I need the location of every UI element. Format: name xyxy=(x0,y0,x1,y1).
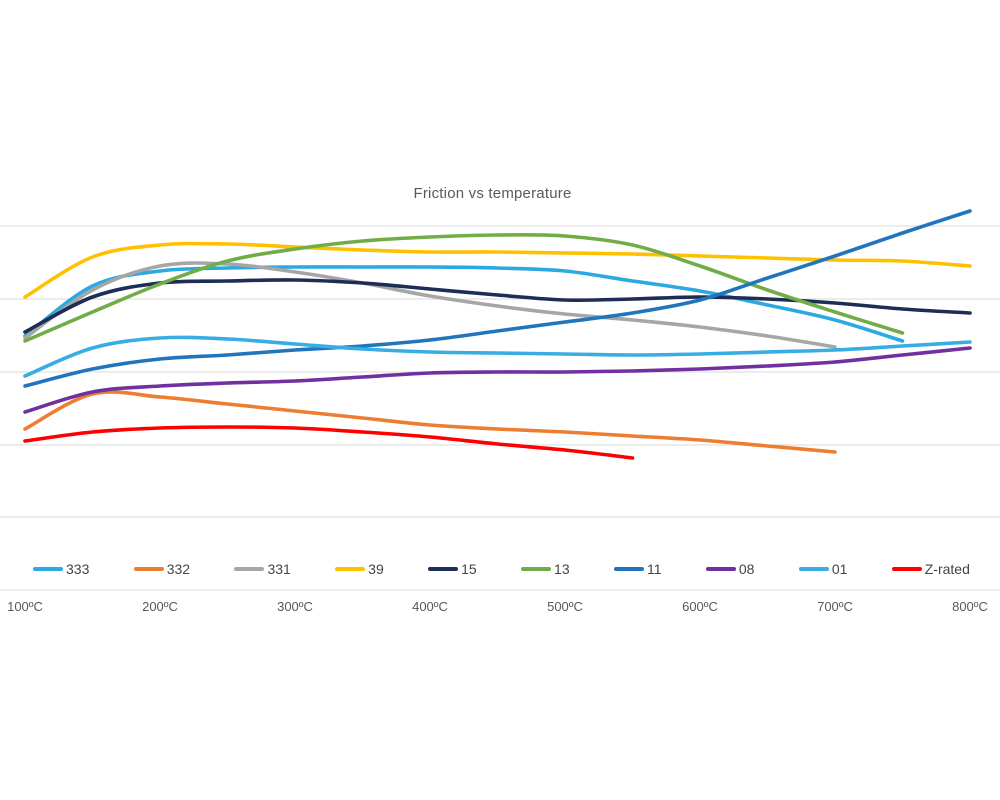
legend-item-39: 39 xyxy=(335,561,384,577)
legend-item-333: 333 xyxy=(33,561,89,577)
x-axis: 100ºC 200ºC 300ºC 400ºC 500ºC 600ºC 700ºC 800ºC xyxy=(0,599,1000,617)
legend-label-333: 333 xyxy=(66,561,90,577)
chart-title: Friction vs temperature xyxy=(413,185,572,202)
legend-label-11: 11 xyxy=(646,561,662,577)
series-line-Z-rated xyxy=(23,425,635,460)
legend-item-01: 01 xyxy=(798,561,848,577)
legend-label-39: 39 xyxy=(368,561,384,577)
x-tick-label-600: 600ºC xyxy=(682,599,718,614)
series-line-39 xyxy=(23,241,972,299)
legend: 333 332 331 39 15 13 11 08 01 Z-rated xyxy=(0,559,1000,579)
legend-label-01: 01 xyxy=(831,561,848,577)
legend-item-13: 13 xyxy=(521,561,570,577)
series-line-332 xyxy=(23,390,837,454)
x-tick-label-400: 400ºC xyxy=(412,599,448,614)
series-line-331 xyxy=(23,261,837,349)
x-tick-label-200: 200ºC xyxy=(142,599,178,614)
x-tick-label-500: 500ºC xyxy=(547,599,583,614)
series-line-11 xyxy=(23,209,972,388)
legend-swatch-08 xyxy=(705,567,736,571)
legend-label-332: 332 xyxy=(166,561,191,577)
plot-area xyxy=(0,209,1000,591)
legend-swatch-332 xyxy=(133,567,164,571)
legend-swatch-13 xyxy=(521,567,552,571)
legend-label-331: 331 xyxy=(267,561,291,577)
legend-label-Z-rated: Z-rated xyxy=(924,561,970,577)
legend-item-Z-rated: Z-rated xyxy=(891,561,970,577)
legend-label-08: 08 xyxy=(738,561,755,577)
legend-label-15: 15 xyxy=(461,561,477,577)
legend-item-15: 15 xyxy=(428,561,477,577)
legend-swatch-15 xyxy=(428,567,459,571)
legend-swatch-39 xyxy=(335,567,366,571)
legend-item-331: 331 xyxy=(234,561,291,577)
x-tick-label-700: 700ºC xyxy=(817,599,853,614)
x-tick-label-100: 100ºC xyxy=(7,599,43,614)
series-line-01 xyxy=(23,335,972,378)
series-line-333 xyxy=(23,265,905,343)
legend-swatch-Z-rated xyxy=(891,567,922,571)
series-line-08 xyxy=(23,346,972,414)
x-tick-label-300: 300ºC xyxy=(277,599,313,614)
legend-label-13: 13 xyxy=(554,561,570,577)
legend-item-08: 08 xyxy=(705,561,755,577)
legend-swatch-333 xyxy=(33,567,63,571)
legend-item-11: 11 xyxy=(613,561,662,577)
x-tick-label-800: 800ºC xyxy=(952,599,988,614)
series-line-13 xyxy=(23,232,905,343)
legend-item-332: 332 xyxy=(133,561,191,577)
legend-swatch-11 xyxy=(613,567,644,571)
legend-swatch-331 xyxy=(234,567,265,571)
legend-swatch-01 xyxy=(798,567,829,571)
series-line-15 xyxy=(23,278,972,334)
